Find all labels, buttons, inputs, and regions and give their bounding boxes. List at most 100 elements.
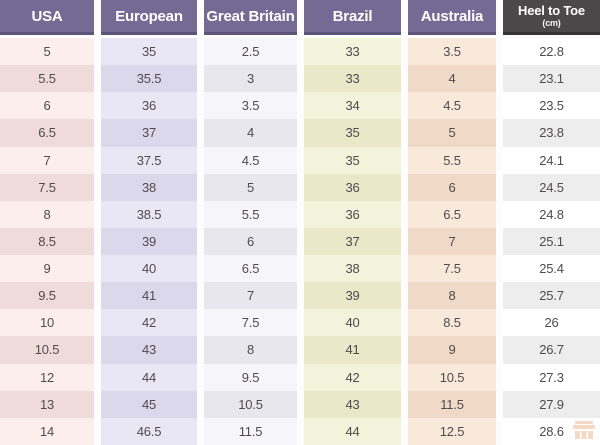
table-cell: 23.1 [503, 65, 600, 93]
table-cell: 6 [0, 92, 94, 120]
table-cell: 9 [0, 255, 94, 283]
table-cell: 5 [0, 38, 94, 66]
table-row: 9 40 6.5 38 7.5 25.4 [0, 255, 600, 283]
table-row: 6 36 3.5 34 4.5 23.5 [0, 92, 600, 120]
table-cell: 14 [0, 417, 94, 445]
table-cell: 10.5 [0, 336, 94, 364]
column-header-label: Heel to Toe [518, 3, 585, 18]
table-cell: 38 [101, 173, 197, 201]
table-row: 14 46.5 11.5 44 12.5 28.6 [0, 417, 600, 445]
table-cell: 38 [304, 255, 401, 283]
column-header-label: European [115, 7, 183, 25]
table-row: 5.5 35.5 3 33 4 23.1 [0, 65, 600, 93]
table-cell: 35.5 [101, 65, 197, 93]
table-cell: 7 [204, 282, 297, 310]
table-row: 12 44 9.5 42 10.5 27.3 [0, 363, 600, 391]
table-body: 5 35 2.5 33 3.5 22.8 5.5 35.5 3 33 4 23.1 6 36 3.5 34 4.… [0, 38, 600, 445]
table-header-row: USA European Great Britain Brazil Australia H… [0, 0, 600, 35]
table-row: 6.5 37 4 35 5 23.8 [0, 119, 600, 147]
table-cell: 26 [503, 309, 600, 337]
table-cell: 27.3 [503, 363, 600, 391]
table-cell: 36 [304, 173, 401, 201]
table-cell: 39 [101, 227, 197, 255]
table-cell: 5.5 [204, 200, 297, 228]
table-row: 7.5 38 5 36 6 24.5 [0, 173, 600, 201]
table-cell: 5.5 [408, 146, 496, 174]
column-header-label: USA [31, 7, 63, 25]
table-cell: 2.5 [204, 38, 297, 66]
table-row: 7 37.5 4.5 35 5.5 24.1 [0, 146, 600, 174]
table-cell: 4.5 [204, 146, 297, 174]
table-cell: 6 [408, 173, 496, 201]
column-header-european: European [101, 0, 197, 35]
table-cell: 44 [101, 363, 197, 391]
table-row: 9.5 41 7 39 8 25.7 [0, 282, 600, 310]
table-cell: 36 [304, 200, 401, 228]
table-cell: 12 [0, 363, 94, 391]
table-cell: 39 [304, 282, 401, 310]
table-cell: 11.5 [408, 390, 496, 418]
table-cell: 3.5 [408, 38, 496, 66]
table-cell: 38.5 [101, 200, 197, 228]
table-cell: 8 [408, 282, 496, 310]
table-cell: 27.9 [503, 390, 600, 418]
table-cell: 8.5 [408, 309, 496, 337]
table-cell: 5 [204, 173, 297, 201]
table-cell: 6.5 [0, 119, 94, 147]
column-header-label: Australia [420, 7, 484, 25]
table-cell: 35 [101, 38, 197, 66]
table-row: 5 35 2.5 33 3.5 22.8 [0, 38, 600, 66]
table-cell: 5.5 [0, 65, 94, 93]
table-cell: 9 [408, 336, 496, 364]
table-cell: 25.4 [503, 255, 600, 283]
table-cell: 37 [101, 119, 197, 147]
table-cell: 44 [304, 417, 401, 445]
table-cell: 40 [101, 255, 197, 283]
table-cell: 33 [304, 38, 401, 66]
column-header-heel-to-toe: Heel to Toe (cm) [503, 0, 600, 35]
table-cell: 36 [101, 92, 197, 120]
table-cell: 24.8 [503, 200, 600, 228]
column-header-label: Brazil [332, 7, 373, 25]
table-cell: 6.5 [408, 200, 496, 228]
table-cell: 22.8 [503, 38, 600, 66]
table-cell: 4 [204, 119, 297, 147]
table-cell: 10.5 [204, 390, 297, 418]
table-cell: 26.7 [503, 336, 600, 364]
table-cell: 24.1 [503, 146, 600, 174]
table-cell: 3 [204, 65, 297, 93]
column-header-brazil: Brazil [304, 0, 401, 35]
table-cell: 9.5 [204, 363, 297, 391]
table-cell: 24.5 [503, 173, 600, 201]
table-cell: 7.5 [408, 255, 496, 283]
table-cell: 3.5 [204, 92, 297, 120]
shop-watermark-icon [573, 421, 595, 439]
table-cell: 42 [304, 363, 401, 391]
table-cell: 28.6 [503, 417, 600, 445]
table-cell: 8.5 [0, 227, 94, 255]
table-cell: 4.5 [408, 92, 496, 120]
table-cell: 33 [304, 65, 401, 93]
table-cell: 8 [204, 336, 297, 364]
column-header-great-britain: Great Britain [204, 0, 297, 35]
table-cell: 23.5 [503, 92, 600, 120]
column-header-usa: USA [0, 0, 94, 35]
table-cell: 12.5 [408, 417, 496, 445]
table-cell: 10 [0, 309, 94, 337]
table-cell: 43 [304, 390, 401, 418]
table-cell: 4 [408, 65, 496, 93]
table-cell: 23.8 [503, 119, 600, 147]
table-cell: 10.5 [408, 363, 496, 391]
table-cell: 34 [304, 92, 401, 120]
column-header-unit: (cm) [542, 18, 561, 28]
column-header-australia: Australia [408, 0, 496, 35]
table-cell: 11.5 [204, 417, 297, 445]
table-cell: 41 [101, 282, 197, 310]
table-cell: 9.5 [0, 282, 94, 310]
table-cell: 45 [101, 390, 197, 418]
table-row: 8 38.5 5.5 36 6.5 24.8 [0, 200, 600, 228]
table-cell: 5 [408, 119, 496, 147]
table-cell: 25.1 [503, 227, 600, 255]
table-cell: 13 [0, 390, 94, 418]
